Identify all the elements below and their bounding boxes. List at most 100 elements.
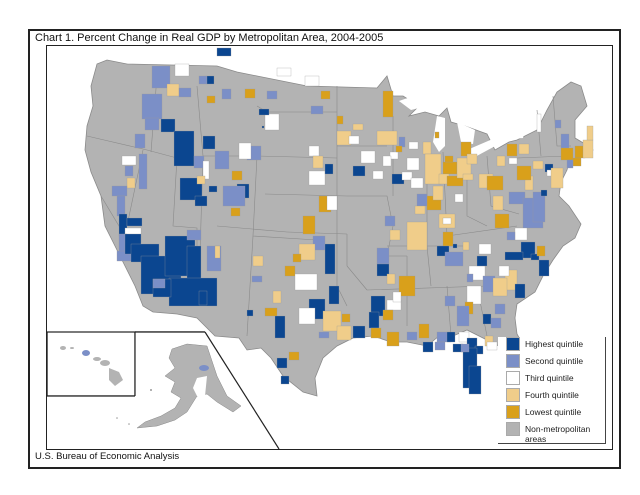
metro-area-fourth: [386, 273, 396, 285]
metro-area-fourth: [166, 83, 180, 97]
metro-area-lowest: [442, 161, 458, 175]
metro-area-fourth: [126, 177, 136, 189]
metro-area-third: [458, 331, 470, 343]
metro-area-lowest: [292, 253, 302, 263]
swatch-fourth: [506, 388, 520, 402]
metro-area-highest: [446, 331, 456, 343]
metro-area-second: [152, 278, 166, 289]
metro-area-highest: [274, 315, 286, 339]
legend-label: Second quintile: [525, 356, 584, 366]
metro-area-fourth: [272, 290, 282, 304]
metro-area-third: [308, 145, 320, 157]
metro-area-third: [392, 291, 402, 303]
metro-area-lowest: [264, 307, 278, 317]
metro-area-lowest: [341, 313, 351, 323]
metro-area-second: [566, 159, 574, 169]
metro-area-highest: [194, 195, 208, 207]
metro-area-fourth: [550, 167, 564, 189]
metro-area-third: [121, 155, 137, 166]
metro-area-fourth: [322, 310, 342, 332]
metro-area-third: [264, 113, 280, 131]
metro-area-lowest: [418, 323, 430, 339]
metro-area-lowest: [442, 231, 454, 247]
metro-area-fourth: [496, 155, 506, 167]
metro-area-highest: [280, 375, 290, 385]
metro-area-second: [434, 341, 446, 351]
metro-areas: [111, 47, 594, 395]
metro-area-third: [308, 170, 326, 186]
metro-area-lowest: [288, 351, 300, 361]
metro-area-second: [116, 195, 126, 217]
metro-area-fourth: [389, 229, 401, 241]
metro-area-third: [238, 142, 252, 160]
metro-area-second: [222, 185, 246, 207]
metro-area-highest: [179, 177, 203, 201]
metro-area-fourth: [582, 139, 594, 159]
metro-area-second: [312, 235, 326, 251]
swatch-highest: [506, 337, 520, 351]
metro-area-second: [444, 295, 456, 307]
metro-area-second: [151, 65, 171, 89]
metro-area-third: [298, 307, 316, 325]
metro-area-lowest: [460, 141, 472, 157]
metro-area-third: [372, 170, 384, 180]
legend-item-nonmetro: Non-metropolitan areas: [506, 422, 595, 444]
metro-area-highest: [540, 189, 548, 197]
lake-ontario: [505, 130, 525, 140]
metro-area-highest: [126, 217, 143, 227]
hawaii-inset: [60, 346, 123, 386]
legend-label: Third quintile: [525, 373, 574, 383]
metro-area-third: [294, 273, 318, 291]
metro-area-lowest: [370, 327, 382, 339]
alaska-inset: [116, 343, 242, 429]
metro-area-third: [410, 177, 424, 189]
metro-area-third: [454, 193, 464, 203]
metro-area-lowest: [486, 175, 504, 191]
metro-area-second: [134, 133, 146, 149]
metro-area-second: [310, 105, 324, 115]
metro-area-fourth: [422, 141, 432, 155]
metro-area-lowest: [444, 155, 454, 163]
metro-area-second: [384, 215, 396, 227]
metro-area-fourth: [312, 155, 324, 169]
metro-area-second: [144, 117, 160, 131]
metro-area-third: [408, 141, 419, 150]
metro-area-highest: [368, 311, 380, 329]
metro-area-lowest: [336, 115, 344, 125]
metro-area-highest: [468, 365, 482, 395]
metro-area-highest: [376, 263, 390, 277]
metro-area-fourth: [376, 130, 398, 146]
metro-area-second: [193, 155, 205, 169]
metro-area-third: [466, 285, 482, 305]
legend-label: Highest quintile: [525, 339, 584, 349]
metro-area-third: [304, 75, 320, 87]
metro-area-fourth: [466, 153, 478, 165]
metro-area-highest: [514, 283, 526, 299]
metro-area-third: [276, 67, 292, 77]
metro-area-highest: [482, 313, 492, 325]
metro-area-fourth: [462, 173, 474, 181]
legend-label: Non-metropolitan areas: [525, 424, 591, 444]
metro-area-third: [326, 195, 338, 211]
lake-superior: [399, 94, 435, 110]
metro-area-highest: [258, 108, 270, 116]
metro-area-lowest: [494, 213, 510, 229]
metro-area-second: [266, 90, 278, 100]
metro-area-second: [214, 150, 230, 170]
metro-area-second: [406, 331, 418, 341]
metro-area-highest: [538, 259, 550, 277]
metro-area-second: [138, 153, 148, 190]
legend-item-third: Third quintile: [506, 371, 574, 385]
metro-area-third: [174, 63, 190, 77]
metro-area-second: [444, 251, 464, 267]
metro-area-fourth: [432, 185, 444, 201]
metro-area-second: [508, 191, 526, 205]
metro-area-third: [389, 151, 399, 160]
metro-area-highest: [530, 253, 540, 261]
lake-huron: [457, 122, 475, 144]
metro-area-second: [506, 231, 516, 241]
metro-area-third: [406, 157, 420, 171]
metro-area-fourth: [336, 325, 352, 341]
metro-area-second: [554, 119, 562, 129]
metro-area-third: [486, 341, 498, 351]
